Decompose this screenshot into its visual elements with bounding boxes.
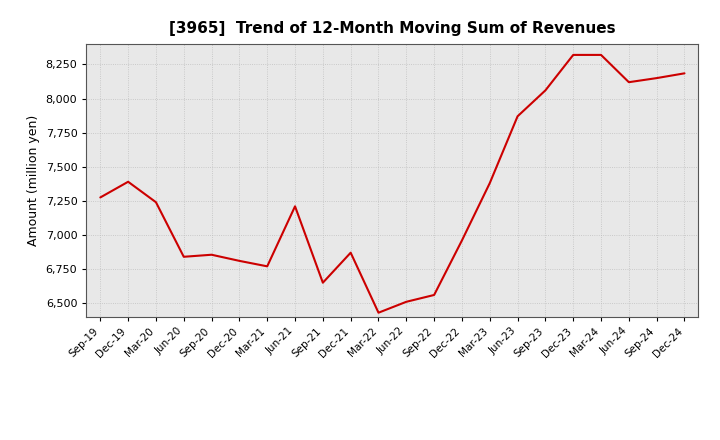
Y-axis label: Amount (million yen): Amount (million yen)	[27, 115, 40, 246]
Title: [3965]  Trend of 12-Month Moving Sum of Revenues: [3965] Trend of 12-Month Moving Sum of R…	[169, 21, 616, 36]
